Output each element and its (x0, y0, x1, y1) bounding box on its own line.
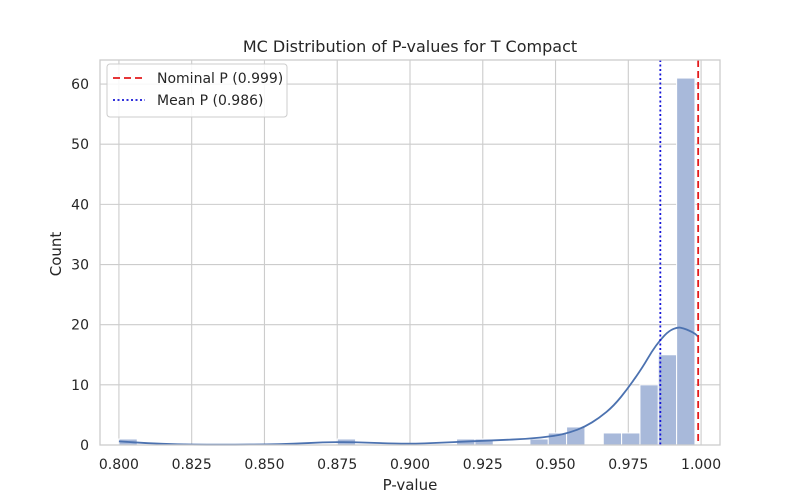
histogram-bar (602, 432, 623, 446)
chart-title: MC Distribution of P-values for T Compac… (243, 37, 577, 56)
histogram-bar (657, 354, 678, 446)
legend-box (106, 63, 288, 118)
reference-lines (659, 60, 700, 445)
x-tick-label: 0.900 (390, 457, 430, 473)
histogram-bar (621, 432, 641, 446)
y-axis-ticks: 0 10 20 30 40 50 60 (71, 77, 89, 454)
x-tick-label: 0.850 (244, 457, 284, 473)
x-tick-label: 0.800 (99, 457, 139, 473)
y-axis-label: Count (47, 232, 65, 277)
legend-label-nominal: Nominal P (0.999) (157, 71, 283, 87)
legend: Nominal P (0.999) Mean P (0.986) (106, 63, 288, 118)
y-tick-label: 0 (80, 438, 89, 454)
x-tick-label: 0.875 (317, 457, 357, 473)
y-tick-label: 40 (71, 197, 89, 213)
histogram-bar (639, 384, 659, 446)
legend-label-mean: Mean P (0.986) (157, 93, 264, 109)
plot-frame (99, 59, 721, 446)
histogram-bar (529, 438, 549, 446)
y-tick-label: 50 (71, 137, 89, 153)
x-axis-label: P-value (383, 476, 438, 494)
x-tick-label: 0.825 (172, 457, 212, 473)
x-tick-label: 0.925 (463, 457, 503, 473)
y-tick-label: 10 (71, 378, 89, 394)
y-tick-label: 20 (71, 318, 89, 334)
x-axis-ticks: 0.800 0.825 0.850 0.875 0.900 0.925 0.950 0.975… (99, 457, 721, 473)
x-tick-label: 1.000 (681, 457, 721, 473)
histogram-bar (676, 77, 696, 446)
y-tick-label: 30 (71, 258, 89, 274)
x-tick-label: 0.975 (608, 457, 648, 473)
x-tick-label: 0.950 (535, 457, 575, 473)
y-tick-label: 60 (71, 77, 89, 93)
